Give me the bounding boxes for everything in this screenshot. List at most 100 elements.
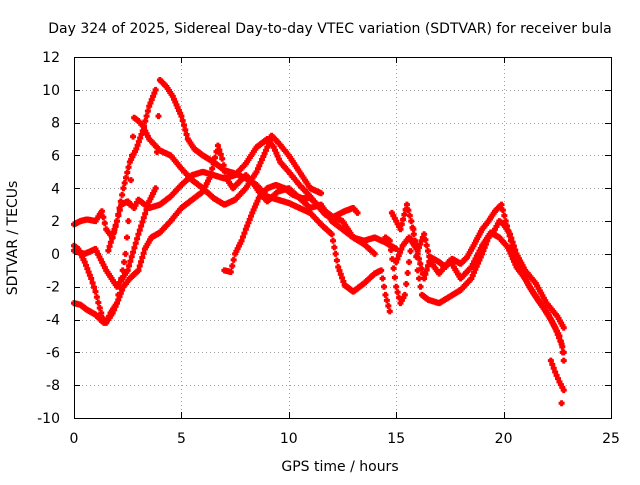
- data-point: [230, 256, 237, 263]
- data-point: [152, 86, 159, 93]
- plot-frame: [74, 57, 612, 419]
- x-tick-label: 0: [70, 431, 79, 447]
- data-point: [331, 244, 338, 251]
- data-point: [126, 201, 133, 208]
- data-point: [390, 265, 397, 272]
- data-point: [117, 198, 124, 205]
- data-point: [121, 259, 128, 266]
- series-track-j: [547, 357, 567, 407]
- data-point: [328, 231, 335, 238]
- data-point: [393, 245, 400, 252]
- data-point: [393, 283, 400, 290]
- data-point: [401, 291, 408, 298]
- data-point: [229, 262, 236, 269]
- data-point: [410, 231, 417, 238]
- y-tick-label: 4: [51, 181, 60, 197]
- data-point: [409, 224, 416, 231]
- data-point: [227, 268, 234, 275]
- data-point: [406, 259, 413, 266]
- chart-title: Day 324 of 2025, Sidereal Day-to-day VTE…: [48, 21, 611, 37]
- data-point: [92, 288, 99, 295]
- data-point: [381, 283, 388, 290]
- data-point: [388, 246, 395, 253]
- data-point: [560, 387, 567, 394]
- data-point: [333, 257, 340, 264]
- data-point: [385, 302, 392, 309]
- series-track-b: [71, 114, 325, 326]
- data-point: [115, 211, 122, 218]
- data-point: [121, 180, 128, 187]
- data-point: [123, 234, 130, 241]
- data-point: [120, 185, 127, 192]
- data-point: [426, 253, 433, 260]
- axis-ticks: 0 5 10 15 20 25 -10 -8 -6 -4 -2 0 2 4 6 8 10 12: [37, 50, 620, 447]
- y-tick-label: 2: [51, 214, 60, 230]
- y-tick-label: -4: [46, 313, 60, 329]
- data-point: [219, 155, 226, 162]
- data-point: [122, 250, 129, 257]
- y-tick-label: 12: [42, 50, 60, 66]
- data-point: [422, 236, 429, 243]
- data-point: [414, 267, 421, 274]
- x-tick-label: 15: [387, 431, 405, 447]
- data-point: [417, 283, 424, 290]
- data-point: [113, 218, 120, 225]
- data-point: [405, 207, 412, 214]
- data-point: [498, 201, 505, 208]
- data-point: [101, 220, 108, 227]
- data-point: [416, 275, 423, 282]
- data-point: [93, 294, 100, 301]
- data-point: [386, 308, 393, 315]
- y-axis-title: SDTVAR / TECUs: [5, 181, 21, 296]
- data-point: [119, 191, 126, 198]
- data-point: [403, 201, 410, 208]
- y-tick-label: 8: [51, 116, 60, 132]
- x-tick-label: 10: [280, 431, 298, 447]
- data-point: [379, 275, 386, 282]
- data-point: [382, 291, 389, 298]
- data-point: [125, 164, 132, 171]
- data-point: [332, 250, 339, 257]
- data-point: [122, 174, 129, 181]
- data-point: [125, 218, 132, 225]
- data-point: [558, 400, 565, 407]
- data-point: [389, 256, 396, 263]
- data-point: [408, 218, 415, 225]
- data-point: [116, 204, 123, 211]
- y-tick-label: -10: [37, 411, 60, 427]
- data-point: [318, 190, 325, 197]
- y-tick-label: 0: [51, 247, 60, 263]
- data-point: [155, 113, 162, 120]
- data-point: [386, 237, 393, 244]
- data-point: [98, 208, 105, 215]
- data-point: [371, 250, 378, 257]
- x-tick-label: 25: [602, 431, 620, 447]
- y-tick-label: -6: [46, 345, 60, 361]
- data-point: [404, 270, 411, 277]
- data-point: [499, 207, 506, 214]
- series-track-f: [221, 181, 378, 275]
- data-point: [119, 267, 126, 274]
- data-point: [407, 248, 414, 255]
- data-point: [406, 212, 413, 219]
- data-point: [560, 324, 567, 331]
- data-point: [423, 242, 430, 249]
- data-point: [560, 357, 567, 364]
- data-point: [421, 231, 428, 238]
- series-track-i: [393, 229, 567, 356]
- series-track-d: [71, 76, 393, 315]
- data-point: [383, 297, 390, 304]
- data-point: [403, 280, 410, 287]
- data-point: [154, 149, 161, 156]
- data-point: [152, 185, 159, 192]
- data-point: [100, 214, 107, 221]
- data-point: [95, 299, 102, 306]
- data-point: [394, 289, 401, 296]
- data-point: [127, 177, 134, 184]
- data-point: [424, 247, 431, 254]
- y-tick-label: 10: [42, 83, 60, 99]
- series-track-e: [105, 86, 159, 254]
- y-tick-label: -8: [46, 378, 60, 394]
- data-point: [557, 338, 564, 345]
